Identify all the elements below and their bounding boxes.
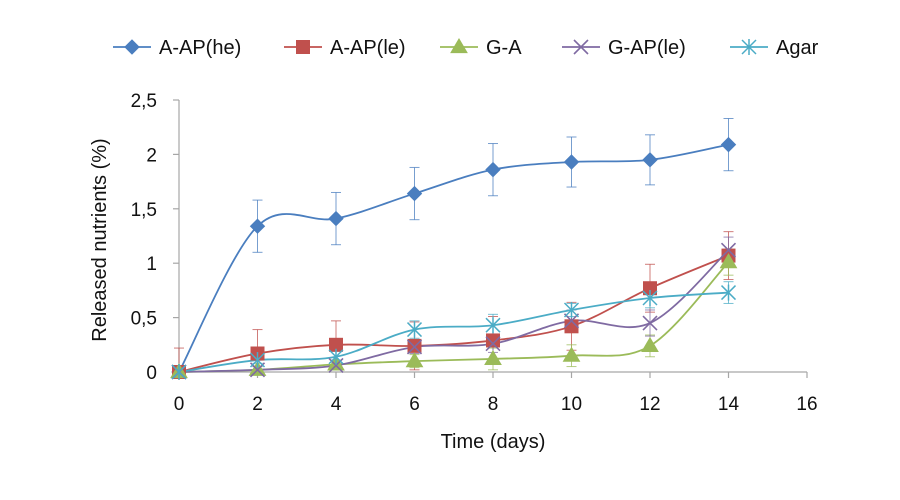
y-tick-label: 1,5 (131, 200, 157, 221)
legend-item-agar: Agar (730, 37, 819, 59)
data-point-agar (485, 317, 501, 334)
data-point-a-ap-he (485, 161, 501, 178)
series-line-a-ap-he (178, 143, 729, 373)
x-axis-title: Time (days) (441, 431, 546, 453)
data-point-g-ap-le (720, 242, 737, 258)
x-tick-label: 0 (174, 394, 185, 415)
data-point-a-ap-he (720, 136, 737, 153)
axes: 0 0,5 1 1,5 2 2,5 0 2 4 6 8 10 12 14 16 (131, 91, 818, 415)
y-tick-label: 0,5 (131, 309, 157, 330)
data-point-g-ap-le (563, 313, 580, 329)
data-point-g-ap-le (485, 336, 501, 352)
data-point-agar (720, 284, 737, 301)
data-point-g-a (719, 253, 738, 269)
legend: A-AP(he) A-AP(le) G-A G-AP(le) Agar (113, 37, 819, 59)
data-point-a-ap-he (563, 154, 580, 170)
legend-marker-a-ap-he (124, 39, 140, 55)
data-point-g-a (484, 349, 502, 366)
data-point-g-ap-le (642, 315, 658, 331)
legend-marker-agar (741, 39, 757, 55)
data-point-a-ap-he (249, 218, 266, 234)
legend-label-agar: Agar (776, 37, 819, 59)
legend-item-a-ap-le: A-AP(le) (284, 37, 406, 59)
data-point-agar (328, 348, 344, 365)
data-point-g-a (641, 336, 659, 352)
data-point-g-a (248, 360, 267, 376)
series-line-agar (178, 291, 729, 373)
y-tick-label: 1 (146, 254, 157, 275)
data-point-agar (249, 352, 266, 369)
x-tick-label: 16 (796, 394, 817, 415)
x-tick-label: 14 (718, 394, 740, 415)
x-tick-label: 4 (331, 394, 342, 415)
data-point-a-ap-he (328, 210, 344, 227)
data-point-g-a (405, 352, 424, 368)
data-point-g-ap-le (406, 339, 423, 355)
x-tick-label: 8 (488, 394, 499, 415)
legend-item-g-a: G-A (440, 37, 522, 59)
legend-label-a-ap-he: A-AP(he) (159, 37, 241, 59)
x-tick-label: 6 (409, 394, 420, 415)
y-axis-title: Released nutrients (%) (89, 138, 111, 341)
data-point-a-ap-le (486, 333, 500, 348)
data-point-agar (406, 321, 423, 338)
data-point-g-a (562, 346, 581, 362)
y-tick-label: 2,5 (131, 91, 157, 112)
y-tick-label: 2 (146, 145, 157, 166)
x-tick-label: 2 (252, 394, 263, 415)
data-point-agar (642, 290, 658, 307)
y-tick-label: 0 (146, 363, 157, 384)
series-markers (170, 136, 738, 380)
legend-marker-a-ap-le (296, 40, 310, 54)
legend-label-g-ap-le: G-AP(le) (608, 37, 686, 59)
data-point-a-ap-he (406, 185, 423, 202)
legend-label-g-a: G-A (486, 37, 522, 59)
legend-item-a-ap-he: A-AP(he) (113, 37, 241, 59)
legend-label-a-ap-le: A-AP(le) (330, 37, 406, 59)
data-point-agar (563, 301, 580, 318)
series-lines (178, 143, 730, 373)
legend-marker-g-ap-le (573, 39, 589, 55)
data-point-a-ap-he (642, 152, 658, 168)
legend-item-g-ap-le: G-AP(le) (562, 37, 686, 59)
legend-marker-g-a (450, 38, 468, 54)
data-point-agar (171, 364, 187, 380)
x-tick-label: 10 (561, 394, 582, 415)
x-tick-label: 12 (639, 394, 660, 415)
